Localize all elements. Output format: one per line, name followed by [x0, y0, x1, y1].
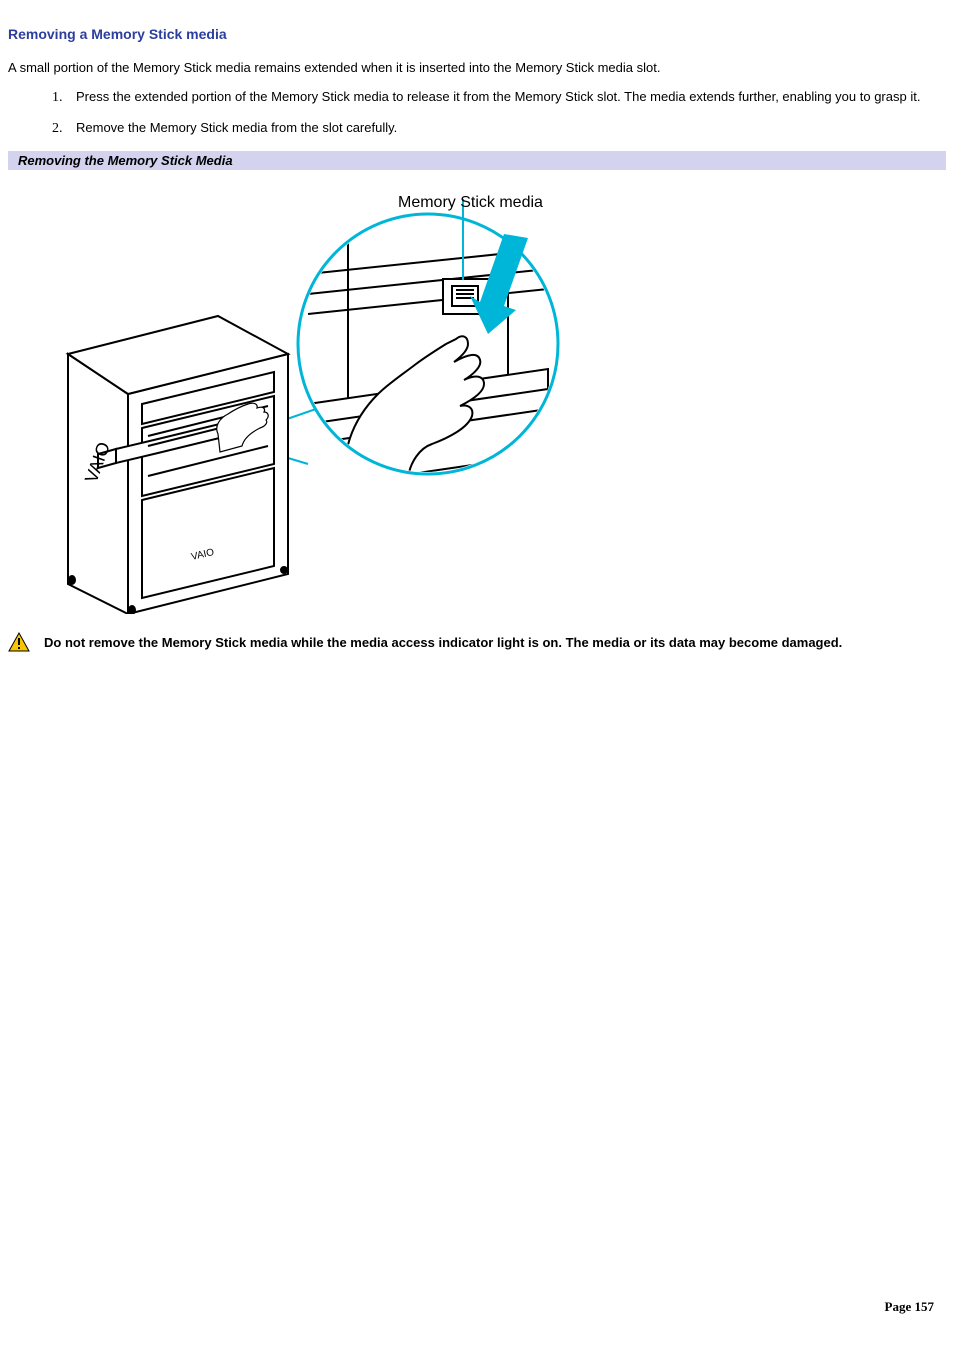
- figure-container: Memory Stick media: [8, 194, 946, 614]
- memory-stick-removal-diagram: VAIO VAIO: [48, 194, 608, 614]
- section-heading: Removing a Memory Stick media: [8, 26, 946, 42]
- step-text: Remove the Memory Stick media from the s…: [76, 120, 397, 135]
- step-item: Press the extended portion of the Memory…: [66, 89, 946, 106]
- detail-circle: [298, 214, 558, 504]
- figure-caption-bar: Removing the Memory Stick Media: [8, 151, 946, 170]
- warning-icon: [8, 632, 30, 655]
- page-footer: Page 157: [885, 1299, 934, 1315]
- warning-text: Do not remove the Memory Stick media whi…: [44, 635, 842, 650]
- step-item: Remove the Memory Stick media from the s…: [66, 120, 946, 137]
- step-text: Press the extended portion of the Memory…: [76, 89, 920, 104]
- steps-list: Press the extended portion of the Memory…: [8, 89, 946, 137]
- warning-block: Do not remove the Memory Stick media whi…: [8, 632, 946, 655]
- intro-paragraph: A small portion of the Memory Stick medi…: [8, 60, 946, 75]
- figure-callout-label: Memory Stick media: [398, 194, 543, 212]
